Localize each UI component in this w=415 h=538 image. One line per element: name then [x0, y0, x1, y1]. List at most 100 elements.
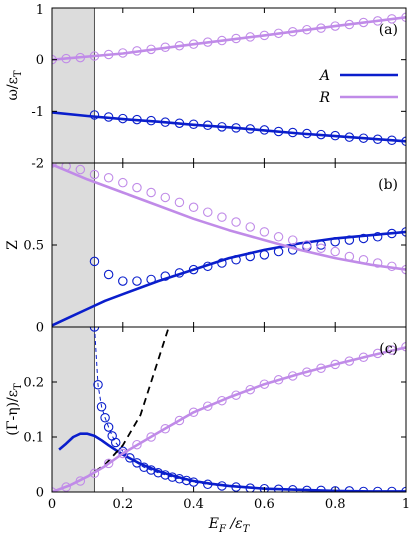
y-tick-label: 0 — [36, 486, 44, 501]
r-series-point — [372, 348, 383, 359]
a-series-point — [372, 486, 383, 492]
a-series-point — [387, 228, 397, 239]
a-series-point — [89, 327, 100, 332]
a-series-point — [153, 467, 163, 478]
r-series-point — [146, 187, 156, 198]
r-series-point — [160, 423, 171, 434]
r-series-point — [174, 415, 185, 426]
a-series-point — [259, 250, 270, 260]
panel-label: (a) — [379, 22, 398, 38]
axes-frame — [51, 326, 407, 493]
a-series-point — [146, 115, 156, 126]
a-series-line — [52, 111, 406, 143]
r-series-point — [103, 458, 114, 469]
r-series-point — [330, 246, 340, 257]
r-series-point — [372, 16, 383, 26]
a-series-point — [273, 484, 284, 492]
r-series-point — [203, 37, 213, 47]
r-series-point — [344, 19, 355, 30]
r-series-point — [231, 390, 241, 400]
a-series-point — [146, 274, 156, 285]
a-series-point — [217, 481, 227, 491]
y-tick-label: 0 — [36, 53, 44, 68]
a-series-point — [89, 110, 100, 120]
r-series-point — [103, 173, 114, 183]
r-series-point — [203, 401, 213, 411]
a-series-point — [103, 269, 114, 280]
r-series-point — [358, 352, 369, 362]
a-series-point — [316, 129, 326, 140]
a-series-line — [52, 230, 406, 327]
panel-label: (b) — [378, 177, 398, 193]
r-series-point — [231, 217, 241, 227]
r-series-point — [118, 448, 128, 459]
a-series-point — [287, 127, 298, 138]
a-series-point — [132, 458, 142, 468]
a-series-point — [344, 486, 355, 492]
r-series-point — [358, 17, 369, 28]
a-series-point — [287, 485, 298, 492]
r-series-point — [132, 439, 142, 450]
a-series-point — [344, 235, 355, 245]
a-series-point — [132, 114, 142, 125]
a-series-point — [217, 258, 227, 268]
shaded-region — [52, 163, 95, 327]
r-series-point — [188, 407, 199, 417]
r-series-point — [372, 258, 383, 268]
x-axis-label-subscript: F — [218, 524, 227, 535]
a-series-point — [387, 135, 397, 146]
r-series-point — [330, 359, 340, 370]
r-series-point — [160, 192, 171, 203]
a-series-point — [89, 256, 100, 267]
a-series-point — [372, 134, 383, 144]
a-series-point — [273, 126, 284, 137]
a-series-point — [302, 128, 312, 139]
a-series-point — [231, 255, 241, 265]
r-series-point — [89, 468, 100, 479]
y-tick-label: 0.2 — [23, 376, 44, 391]
a-series-point — [358, 133, 369, 143]
y-axis-label-main: (Γ-η)/ε — [5, 390, 21, 436]
r-series-point — [160, 42, 171, 53]
axes-frame — [51, 162, 407, 328]
r-series-point — [61, 482, 71, 492]
a-series-point — [96, 401, 107, 412]
legend-entry-a: A — [318, 68, 330, 84]
y-axis-label-subscript: T — [13, 70, 24, 77]
y-tick-label: 0.1 — [23, 431, 44, 446]
x-tick-label: 0.4 — [183, 497, 204, 512]
a-series-point — [372, 232, 383, 242]
a-series-point — [302, 485, 312, 492]
r-series-point — [302, 240, 312, 250]
a-series-point — [203, 479, 213, 490]
r-series-point — [89, 169, 100, 180]
a-series-point — [174, 474, 185, 484]
x-axis-label-main: E — [208, 516, 219, 532]
r-series-point — [273, 232, 284, 242]
r-series-point — [118, 177, 128, 188]
y-axis-label: ω/εT — [5, 70, 24, 100]
y-axis-label-main: ω/ε — [5, 77, 21, 100]
a-series-point — [132, 276, 142, 286]
y-axis-label-subscript: T — [13, 383, 24, 390]
x-tick-label: 1 — [402, 497, 410, 512]
r-series-point — [316, 243, 326, 254]
x-axis-label: EF /εT — [208, 516, 251, 535]
r-series-point — [75, 52, 86, 63]
plot-area — [52, 163, 406, 327]
a-series-point — [188, 264, 199, 275]
r-series-point — [302, 24, 312, 35]
r-series-point — [146, 44, 156, 55]
a-series-point — [316, 485, 326, 492]
a-series-point — [231, 123, 241, 133]
a-series-point — [110, 437, 121, 448]
y-tick-label: 0 — [36, 321, 44, 336]
r-series-point — [203, 207, 213, 217]
r-series-point — [75, 164, 86, 175]
r-series-point — [217, 35, 227, 46]
a-series-point — [344, 132, 355, 142]
r-series-point — [118, 48, 128, 58]
plot-area — [52, 327, 406, 492]
r-series-point — [174, 40, 185, 51]
